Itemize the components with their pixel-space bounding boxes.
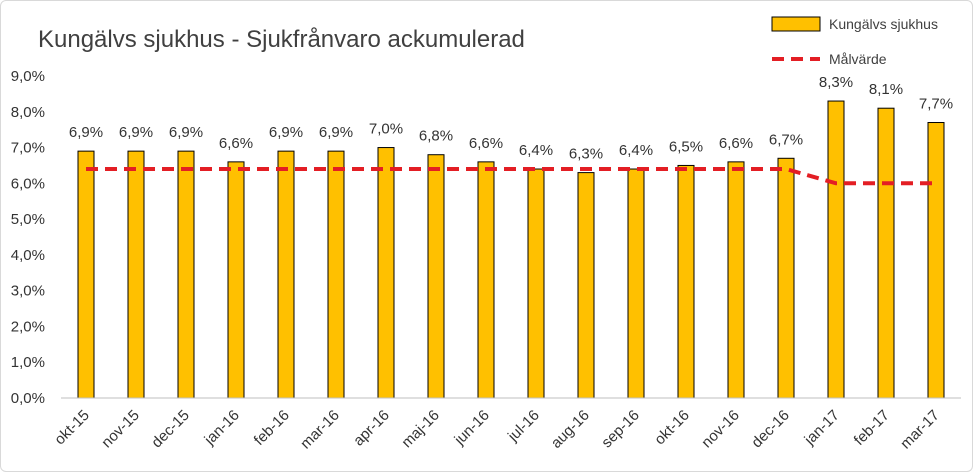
bar [827, 100, 845, 399]
data-label: 6,9% [319, 124, 353, 141]
y-tick-label: 6,0% [11, 175, 45, 192]
bar [877, 107, 895, 399]
data-label: 6,7% [769, 131, 803, 148]
data-label: 6,6% [719, 135, 753, 152]
data-label: 6,9% [269, 124, 303, 141]
y-tick-label: 9,0% [11, 68, 45, 85]
data-label: 6,4% [619, 142, 653, 159]
y-axis: 0,0% 1,0% 2,0% 3,0% 4,0% 5,0% 6,0% 7,0% 8,0% 9,0% [11, 68, 45, 407]
x-tick-label: sep-16 [598, 407, 642, 451]
data-label: 6,3% [569, 146, 603, 163]
x-tick-label: dec-16 [748, 407, 792, 451]
y-tick-label: 5,0% [11, 211, 45, 228]
x-tick-label: okt-15 [51, 407, 93, 449]
x-tick-label: okt-16 [651, 407, 693, 449]
y-tick-label: 1,0% [11, 354, 45, 371]
bar [527, 168, 545, 399]
x-tick-label: nov-15 [98, 407, 142, 451]
bar [127, 150, 145, 399]
data-label: 6,6% [469, 135, 503, 152]
bar [577, 172, 595, 399]
y-tick-label: 3,0% [11, 283, 45, 300]
bar [377, 147, 395, 399]
data-label: 6,4% [519, 142, 553, 159]
chart-title: Kungälvs sjukhus - Sjukfrånvaro ackumule… [38, 26, 525, 53]
data-label: 7,0% [369, 121, 403, 138]
y-tick-label: 0,0% [11, 390, 45, 407]
data-label: 6,5% [669, 138, 703, 155]
x-tick-label: jun-16 [451, 407, 493, 449]
x-tick-label: mar-16 [297, 407, 343, 453]
bar [477, 161, 495, 399]
legend: Kungälvs sjukhus Målvärde [771, 16, 938, 67]
x-tick-label: aug-16 [548, 407, 593, 452]
data-label: 7,7% [919, 96, 953, 113]
data-label: 6,9% [119, 124, 153, 141]
bar [277, 150, 295, 399]
bar [77, 150, 95, 399]
x-tick-label: apr-16 [350, 407, 393, 450]
legend-line-label: Målvärde [829, 51, 887, 67]
y-tick-label: 4,0% [11, 247, 45, 264]
x-tick-label: maj-16 [398, 407, 442, 451]
bar [427, 154, 445, 399]
bar [227, 161, 245, 399]
x-tick-label: feb-17 [851, 407, 893, 449]
x-tick-label: jul-16 [504, 407, 543, 446]
y-tick-label: 8,0% [11, 104, 45, 121]
data-label: 6,9% [69, 124, 103, 141]
bar [927, 122, 945, 399]
x-tick-label: nov-16 [698, 407, 742, 451]
x-tick-label: mar-17 [897, 407, 943, 453]
bar-series [77, 100, 945, 399]
target-line [86, 167, 936, 186]
x-tick-label: jan-17 [801, 407, 843, 449]
bar [627, 168, 645, 399]
y-tick-label: 2,0% [11, 318, 45, 335]
x-axis: okt-15 nov-15 dec-15 jan-16 feb-16 mar-16 apr-… [51, 397, 961, 453]
data-label: 8,3% [819, 74, 853, 91]
data-label: 6,8% [419, 128, 453, 145]
data-label: 8,1% [869, 81, 903, 98]
legend-bar-label: Kungälvs sjukhus [829, 16, 938, 32]
x-tick-label: dec-15 [148, 407, 192, 451]
bar [327, 150, 345, 399]
target-line-series [86, 167, 936, 186]
x-tick-label: jan-16 [201, 407, 243, 449]
data-label: 6,6% [219, 135, 253, 152]
legend-bar-swatch [771, 16, 821, 32]
bar [177, 150, 195, 399]
bar [777, 157, 795, 399]
bar [677, 164, 695, 399]
bar [727, 161, 745, 399]
data-label: 6,9% [169, 124, 203, 141]
data-labels: 6,9% 6,9% 6,9% 6,6% 6,9% 6,9% 7,0% 6,8% 6,6% 6,4%… [69, 74, 953, 163]
y-tick-label: 7,0% [11, 140, 45, 157]
x-tick-label: feb-16 [251, 407, 293, 449]
